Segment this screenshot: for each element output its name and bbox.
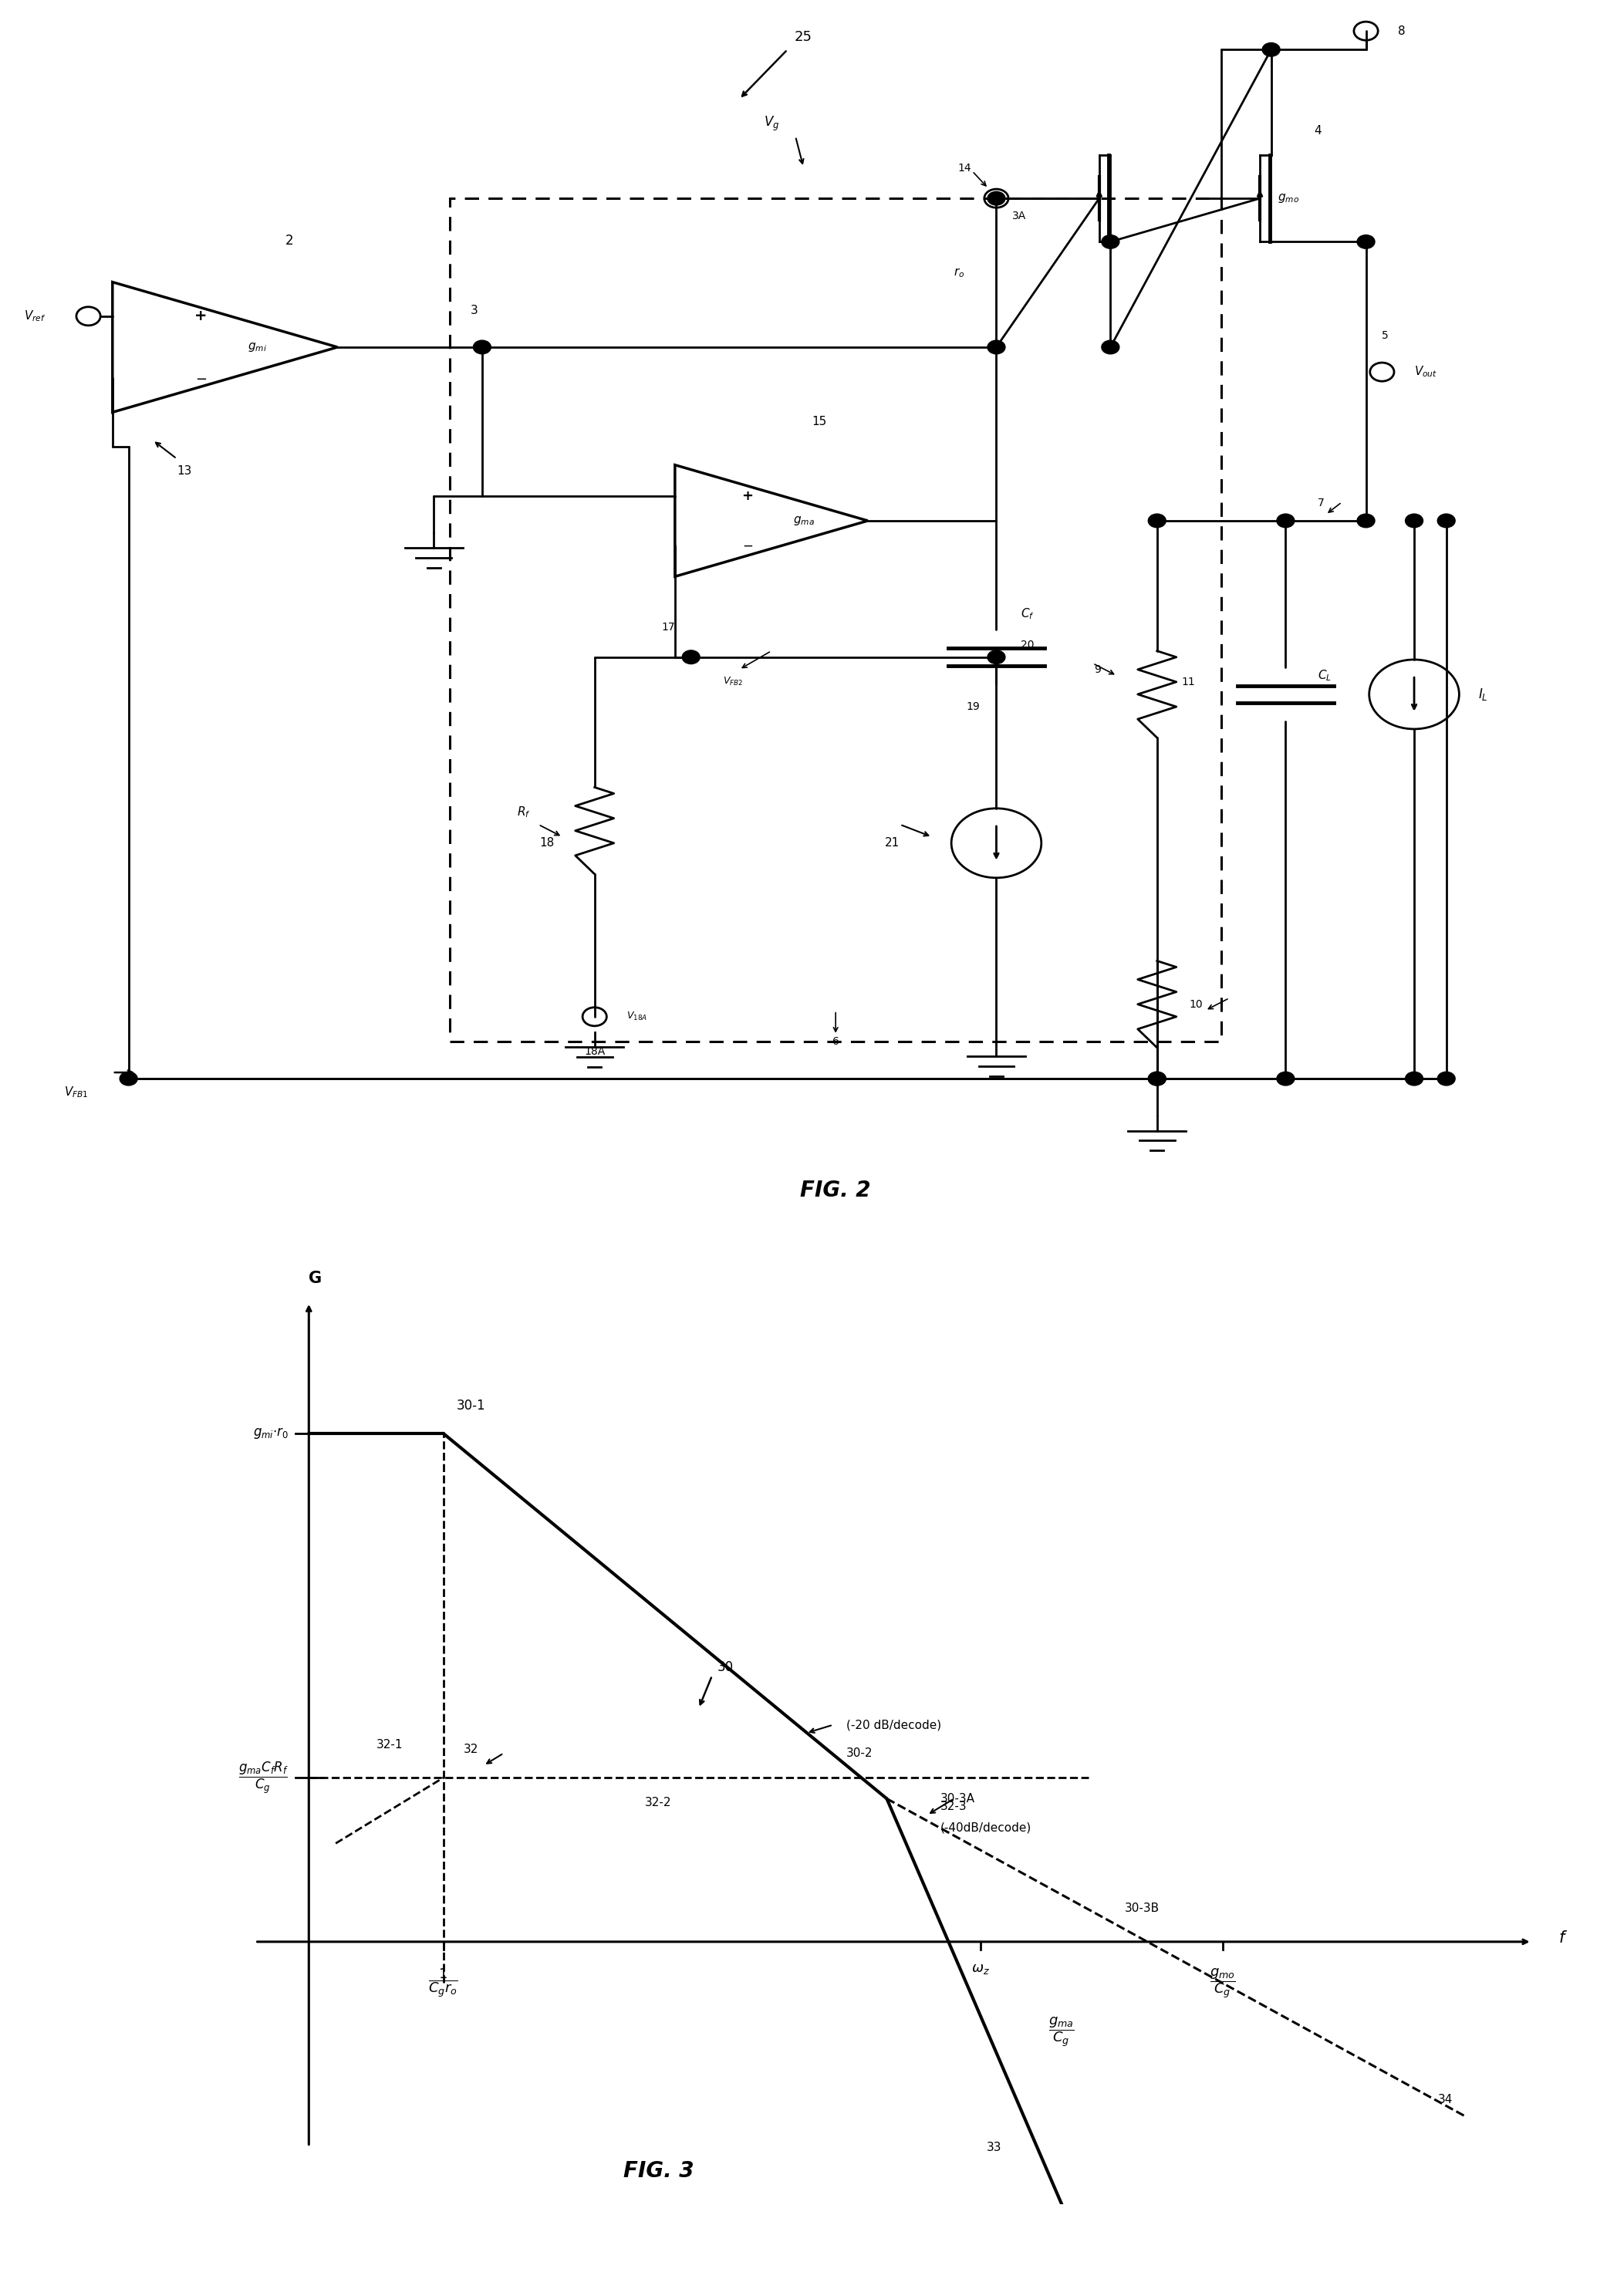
Circle shape [987, 340, 1006, 354]
Text: 8: 8 [1398, 25, 1406, 37]
Text: 5: 5 [1382, 331, 1388, 340]
Circle shape [1101, 234, 1118, 248]
Text: 32-2: 32-2 [644, 1795, 672, 1809]
Text: G: G [309, 1270, 321, 1286]
Circle shape [1356, 514, 1376, 528]
Text: $g_{mi}{\cdot}r_0$: $g_{mi}{\cdot}r_0$ [252, 1426, 289, 1440]
Text: $-$: $-$ [742, 540, 752, 553]
Text: $C_L$: $C_L$ [1318, 668, 1332, 682]
Circle shape [119, 1072, 138, 1086]
Text: 7: 7 [1318, 498, 1324, 507]
Circle shape [1101, 340, 1118, 354]
Text: 3A: 3A [1012, 211, 1027, 223]
Text: $r_o$: $r_o$ [953, 266, 964, 280]
Text: $V_{out}$: $V_{out}$ [1414, 365, 1438, 379]
Text: 32-1: 32-1 [376, 1738, 403, 1752]
Text: 3: 3 [471, 305, 477, 317]
Text: 30-1: 30-1 [456, 1398, 485, 1412]
Text: $\dfrac{g_{mo}}{C_g}$: $\dfrac{g_{mo}}{C_g}$ [1210, 1965, 1236, 2000]
Text: 32-3: 32-3 [940, 1800, 967, 1812]
Text: 15: 15 [812, 416, 828, 427]
Circle shape [1147, 1072, 1167, 1086]
Text: $V_{18A}$: $V_{18A}$ [627, 1010, 648, 1022]
Text: 17: 17 [662, 622, 675, 631]
Text: FIG. 2: FIG. 2 [800, 1180, 871, 1201]
Circle shape [987, 650, 1006, 664]
Text: 2: 2 [284, 234, 294, 248]
Text: FIG. 3: FIG. 3 [624, 2161, 694, 2181]
Text: 18: 18 [540, 838, 554, 850]
Circle shape [1147, 1072, 1167, 1086]
Text: $\omega_z$: $\omega_z$ [972, 1963, 990, 1977]
Circle shape [681, 650, 701, 664]
Text: 9: 9 [1094, 664, 1101, 675]
Text: $g_{ma}$: $g_{ma}$ [792, 514, 815, 526]
Text: 20: 20 [1020, 638, 1033, 650]
Text: 30-3B: 30-3B [1125, 1903, 1160, 1915]
Text: 18A: 18A [583, 1047, 606, 1056]
Circle shape [1438, 514, 1456, 528]
Text: $\dfrac{g_{ma} C_f R_f}{C_g}$: $\dfrac{g_{ma} C_f R_f}{C_g}$ [239, 1761, 289, 1795]
Circle shape [1405, 514, 1424, 528]
Text: 19: 19 [966, 700, 980, 712]
Text: $C_f$: $C_f$ [1020, 606, 1035, 620]
Text: $V_{ref}$: $V_{ref}$ [24, 310, 47, 324]
Text: (-40dB/decode): (-40dB/decode) [940, 1821, 1032, 1832]
Text: $V_{FB2}$: $V_{FB2}$ [723, 675, 744, 687]
Text: 11: 11 [1181, 677, 1196, 687]
Text: $R_f$: $R_f$ [517, 806, 530, 820]
Text: 14: 14 [958, 163, 971, 174]
Text: 13: 13 [177, 466, 191, 478]
Text: 6: 6 [832, 1035, 839, 1047]
Text: $g_{mi}$: $g_{mi}$ [247, 342, 267, 354]
Text: +: + [741, 489, 754, 503]
Text: 4: 4 [1315, 124, 1321, 135]
Circle shape [1356, 234, 1376, 248]
Text: 30-3A: 30-3A [940, 1793, 975, 1805]
Text: 10: 10 [1189, 999, 1202, 1010]
Circle shape [1438, 1072, 1456, 1086]
Circle shape [1276, 514, 1295, 528]
Circle shape [1263, 44, 1279, 57]
Text: $g_{mo}$: $g_{mo}$ [1278, 193, 1298, 204]
Text: $I_L$: $I_L$ [1478, 687, 1488, 703]
Text: $\dfrac{1}{C_g r_o}$: $\dfrac{1}{C_g r_o}$ [429, 1965, 458, 1998]
Text: 21: 21 [885, 838, 900, 850]
Circle shape [1276, 1072, 1295, 1086]
Circle shape [1405, 1072, 1424, 1086]
Text: f: f [1559, 1931, 1565, 1945]
Circle shape [1147, 514, 1167, 528]
Text: $V_g$: $V_g$ [763, 115, 779, 133]
Text: 32: 32 [463, 1743, 479, 1754]
Text: 30-2: 30-2 [847, 1747, 873, 1759]
Text: 30: 30 [717, 1660, 734, 1674]
Text: 25: 25 [794, 30, 813, 44]
Text: 33: 33 [987, 2142, 1001, 2154]
Text: $V_{FB1}$: $V_{FB1}$ [64, 1084, 88, 1100]
Text: $\dfrac{g_{ma}}{C_g}$: $\dfrac{g_{ma}}{C_g}$ [1048, 2016, 1075, 2048]
Text: (-20 dB/decode): (-20 dB/decode) [847, 1720, 942, 1731]
Text: 34: 34 [1438, 2094, 1453, 2105]
Text: $-$: $-$ [194, 372, 207, 386]
Circle shape [474, 340, 492, 354]
Circle shape [987, 191, 1006, 204]
Text: +: + [194, 310, 207, 324]
